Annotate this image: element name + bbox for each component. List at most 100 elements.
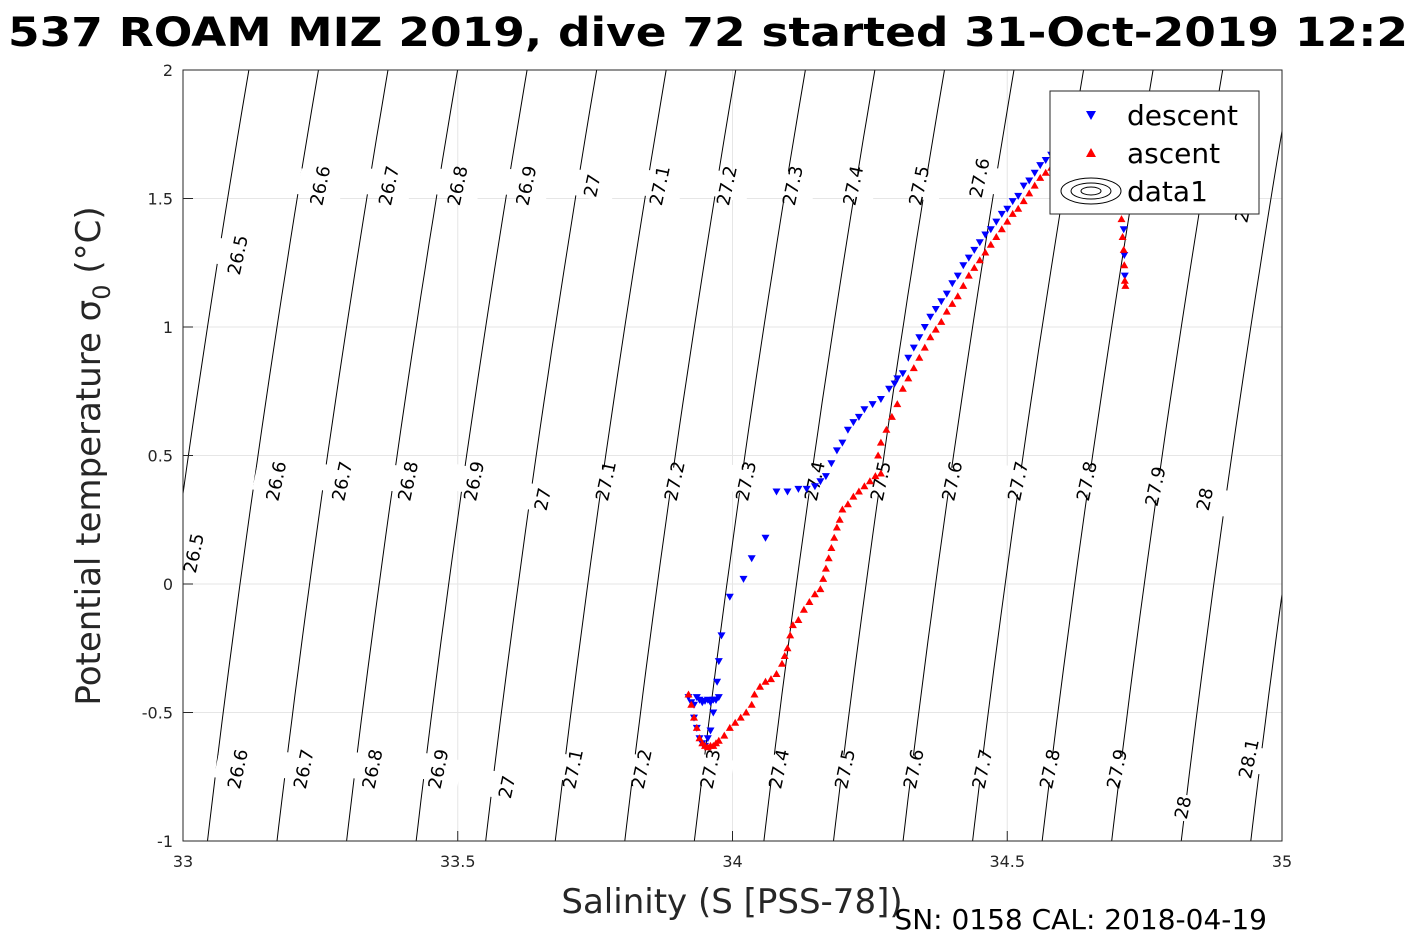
contour-label-bg [364,168,414,203]
contour-label-bg [450,463,499,499]
descent-point [709,709,718,717]
ascent-point [832,523,841,531]
y-tick-label: -0.5 [142,704,173,723]
ascent-point [830,533,839,541]
ascent-point [1118,233,1127,240]
x-axis-ticks: 33 33.5 34 34.5 35 [173,831,1292,871]
ascent-point [786,631,795,639]
contour-label-bg [548,751,598,787]
ascent-point [838,505,847,513]
contour-label-bg [686,751,735,787]
descent-point [827,460,836,468]
y-tick-label: 0.5 [148,447,173,466]
descent-point [1036,162,1045,170]
x-tick-label: 34.5 [989,852,1025,871]
descent-point [926,313,935,321]
x-tick-label: 33 [173,852,193,871]
ascent-point [731,718,740,726]
ascent-point [953,292,962,300]
contour-label-bg [318,463,367,499]
contour-label: 28 [1171,794,1196,821]
ascent-point [695,734,704,742]
legend: descent ascent data1 [1049,90,1260,215]
descent-point [816,478,825,486]
descent-point [1120,252,1129,259]
descent-point [953,272,962,280]
ascent-point [1014,204,1023,212]
contour-label-bg [502,168,551,203]
ascent-point [778,659,786,667]
ascent-point [742,708,751,716]
descent-point [942,290,951,298]
descent-point [1003,205,1012,213]
contour-label-bg [829,168,878,203]
contour-label-bg [1224,741,1274,777]
ascent-point [824,554,833,562]
descent-point [997,210,1006,218]
ascent-point [898,384,907,392]
contour-label-bg [1092,751,1142,787]
contour-label-bg [754,751,804,787]
ascent-point [819,574,828,582]
ascent-point [684,690,693,698]
contour-label-bg [213,237,263,273]
descent-point [931,306,940,313]
ascent-point [882,425,891,433]
descent-point [890,380,899,388]
contour-label-bg [348,751,397,787]
descent-point [739,575,748,583]
contour-label-bg [581,463,631,499]
ascent-point [767,675,775,683]
ascent-point [725,723,734,731]
ascent-point [975,256,984,264]
contour-label-bg [955,160,1004,196]
ascent-point [761,677,770,685]
contour-label-bg [790,463,840,499]
x-tick-label: 33.5 [440,852,476,871]
contour-label: 28 [1193,486,1218,513]
descent-point [802,485,811,493]
descent-point [821,473,830,481]
y-tick-label: 0 [163,575,173,594]
y-tick-label: 1.5 [148,190,173,209]
ascent-point [810,590,819,598]
contour-label-bg [482,769,532,805]
descent-point [794,485,803,493]
descent-point [964,254,973,262]
descent-point [703,735,712,743]
descent-point [1025,177,1034,185]
ascent-point [893,400,902,408]
descent-point [1119,226,1128,234]
ascent-point [860,482,869,490]
descent-point [992,218,1001,226]
ascent-point [981,248,990,256]
descent-point [725,593,734,601]
descent-point [885,385,894,393]
descent-point [893,375,902,383]
ascent-point [827,544,836,551]
ascent-point [690,713,698,721]
ascent-point [854,487,863,495]
ascent-point [915,353,924,361]
descent-point [712,696,720,704]
ascent-point [788,621,797,629]
descent-point [761,534,770,542]
descent-point [975,239,984,247]
descent-point [860,406,869,414]
ascent-point [1120,261,1129,269]
ascent-point [1117,215,1126,223]
ascent-point [926,333,935,341]
y-tick-label: 2 [163,61,173,80]
descent-point [843,426,852,434]
contour-label-bg [635,168,685,203]
ascent-point [756,682,764,690]
ascent-point [799,605,808,613]
ascent-point [1121,281,1130,289]
ascent-point [876,438,885,446]
ascent-point [1036,173,1045,181]
ascent-point [959,281,968,289]
ascent-point [920,343,929,351]
descent-point [714,658,723,666]
descent-point [1041,157,1050,164]
descent-point [876,396,885,403]
